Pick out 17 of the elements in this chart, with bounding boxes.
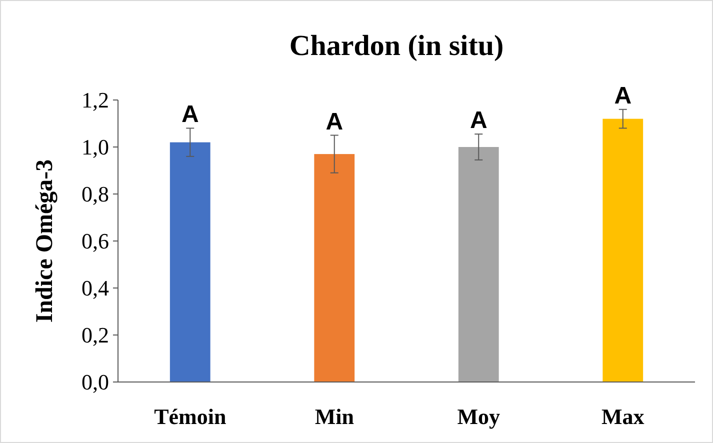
annotation: A — [181, 101, 199, 128]
x-tick-label: Min — [314, 404, 354, 429]
y-axis-title: Indice Oméga-3 — [32, 159, 58, 323]
y-tick-label: 0,8 — [82, 182, 109, 207]
y-tick-label: 0,6 — [82, 228, 109, 254]
annotation: A — [614, 82, 632, 110]
annotation: A — [326, 108, 344, 136]
y-tick-label: 0,0 — [82, 370, 109, 395]
annotation: A — [470, 107, 488, 134]
x-tick-label: Moy — [457, 404, 500, 429]
y-tick-label: 0,2 — [82, 322, 109, 348]
y-tick-label: 1,0 — [82, 134, 109, 160]
y-tick-label: 0,4 — [82, 276, 109, 301]
chart-title: Chardon (in situ) — [289, 30, 504, 62]
y-tick-label: 1,2 — [82, 88, 109, 113]
x-tick-label: Témoin — [154, 404, 226, 429]
x-tick-label: Max — [601, 404, 644, 429]
